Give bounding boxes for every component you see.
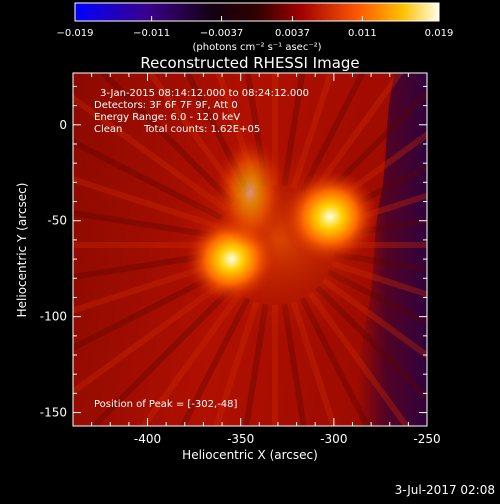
colorbar-tick-label: −0.019: [56, 28, 93, 39]
chart-title: Reconstructed RHESSI Image: [140, 54, 359, 72]
image-area: [73, 73, 427, 426]
plot-frame: [72, 72, 428, 427]
x-axis-label: Heliocentric X (arcsec): [182, 448, 318, 462]
colorbar-tick-label: 0.011: [348, 28, 377, 39]
colorbar: −0.019 −0.011 −0.0037 0.0037 0.011 0.019 (pho…: [56, 2, 454, 53]
ray-streak: [179, 297, 251, 426]
y-axis-label: Heliocentric Y (arcsec): [15, 183, 29, 318]
emission-source: [215, 136, 285, 248]
colorbar-tick-label: 0.0037: [275, 28, 310, 39]
low-emission-region: [357, 73, 427, 426]
emission-source: [281, 169, 380, 264]
time-range-label: 3-Jan-2015 08:14:12.000 to 08:24:12.000: [100, 88, 309, 99]
y-tick-label: -150: [40, 406, 67, 420]
colorbar-tick-label: −0.011: [133, 28, 170, 39]
footer-timestamp: 3-Jul-2017 02:08: [395, 483, 495, 497]
total-counts-label: Total counts: 1.62E+05: [143, 124, 260, 135]
peak-position-label: Position of Peak = [-302,-48]: [94, 399, 238, 410]
ray-streak: [213, 301, 260, 426]
method-label: Clean: [94, 124, 122, 135]
ray-streak: [243, 303, 269, 426]
colorbar-tick-label: −0.0037: [200, 28, 243, 39]
y-tick-label: -100: [40, 310, 67, 324]
x-tick-label: -350: [227, 432, 254, 446]
x-tick-label: -250: [413, 432, 440, 446]
colorbar-gradient: [75, 3, 439, 21]
x-tick-label: -300: [320, 432, 347, 446]
colorbar-unit-label: (photons cm⁻² s⁻¹ asec⁻²): [192, 42, 321, 53]
y-tick-label: -50: [47, 214, 67, 228]
colorbar-frame: [74, 2, 440, 22]
energy-range-label: Energy Range: 6.0 - 12.0 keV: [94, 112, 240, 123]
x-tick-label: -400: [134, 432, 161, 446]
ray-streak: [281, 303, 307, 426]
annotation-block: 3-Jan-2015 08:14:12.000 to 08:24:12.000 …: [94, 88, 309, 135]
detectors-label: Detectors: 3F 6F 7F 9F, Att 0: [94, 100, 238, 111]
ray-streak: [290, 301, 337, 426]
ray-streak: [139, 291, 243, 426]
y-tick-label: 0: [59, 118, 67, 132]
colorbar-tick-label: 0.019: [425, 28, 454, 39]
